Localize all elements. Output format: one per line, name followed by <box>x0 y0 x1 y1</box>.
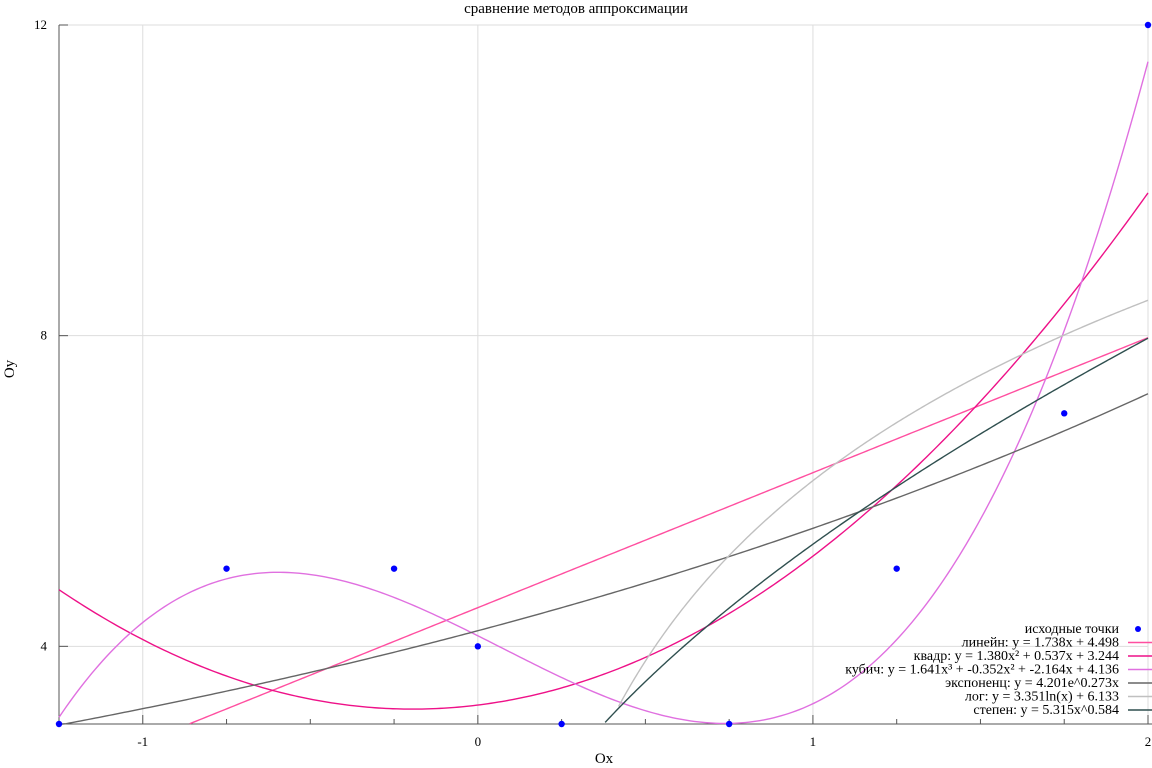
data-point <box>474 643 482 650</box>
data-point <box>55 720 63 728</box>
data-point <box>558 720 565 728</box>
legend-label: экспоненц: y = 4.201e^0.273x <box>945 676 1119 691</box>
data-point <box>1144 21 1152 29</box>
legend-label: линейн: y = 1.738x + 4.498 <box>962 636 1119 651</box>
series-line-quadratic <box>58 192 1149 710</box>
y-tick-label: 4 <box>41 638 48 653</box>
x-axis-label: Ox <box>595 751 614 767</box>
x-tick-label: 0 <box>475 734 482 749</box>
y-tick-label: 8 <box>41 328 48 343</box>
data-point <box>725 720 733 728</box>
series-layer <box>58 61 1149 725</box>
x-tick-label: 1 <box>810 734 817 749</box>
chart-title: сравнение методов аппроксимации <box>464 1 688 17</box>
y-tick-label: 12 <box>34 17 47 32</box>
series-line-linear <box>189 337 1149 725</box>
x-tick-label: -1 <box>137 734 148 749</box>
legend-label: исходные точки <box>1025 622 1120 637</box>
series-line-cubic <box>58 61 1149 725</box>
series-line-power <box>604 337 1149 723</box>
data-point <box>893 565 900 572</box>
legend-label: степен: y = 5.315x^0.584 <box>973 703 1119 718</box>
legend-label: кубич: y = 1.641x³ + -0.352x² + -2.164x … <box>845 663 1119 678</box>
data-points <box>55 21 1152 728</box>
data-point <box>390 565 398 572</box>
x-tick-label: 2 <box>1145 734 1152 749</box>
legend-label: лог: y = 3.351ln(x) + 6.133 <box>965 690 1119 705</box>
data-point <box>223 565 230 572</box>
y-axis-label: Oy <box>2 359 18 378</box>
series-line-exponential <box>59 393 1149 725</box>
grid <box>59 24 1149 724</box>
series-line-logarithmic <box>617 299 1149 707</box>
legend-marker <box>1135 626 1141 632</box>
legend-label: квадр: y = 1.380x² + 0.537x + 3.244 <box>914 649 1119 664</box>
data-point <box>1061 410 1068 417</box>
